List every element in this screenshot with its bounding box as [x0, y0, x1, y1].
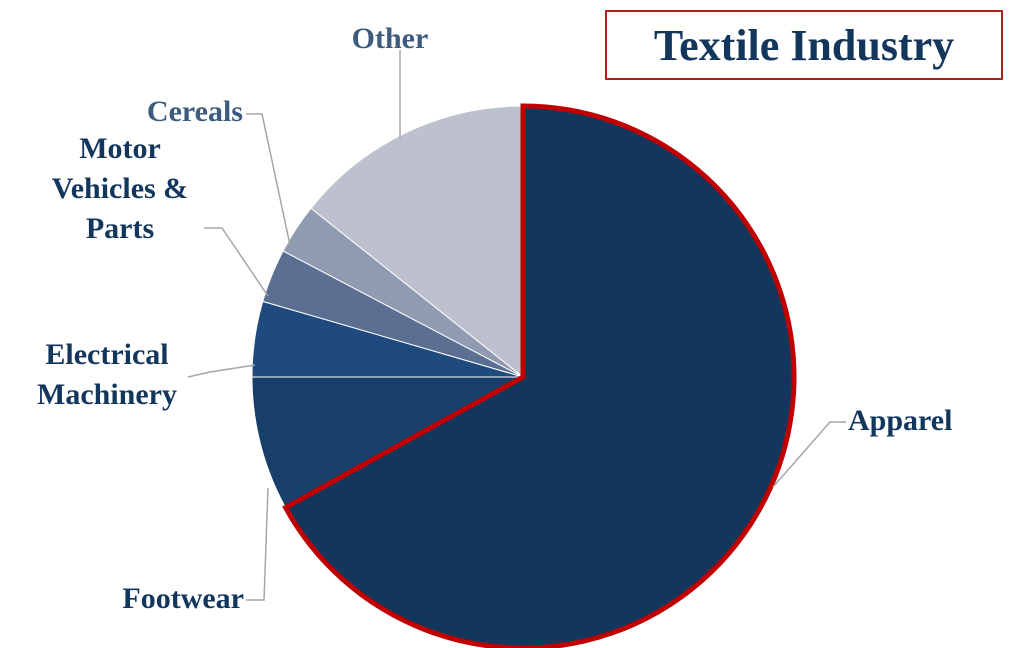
chart-title-box: Textile Industry: [605, 10, 1003, 80]
leader-line-apparel: [772, 421, 846, 488]
leader-line-footwear: [246, 487, 269, 601]
pie-slices: [251, 105, 795, 648]
pie-slice-other: [310, 105, 524, 379]
leader-line-electrical-machinery: [187, 364, 256, 378]
slice-label-motor-vehicles-and-parts: Motor Vehicles & Parts: [52, 132, 188, 245]
slice-labels: Apparel Footwear Electrical Machinery Motor V…: [37, 22, 952, 615]
leader-line-motor-vehicles-and-parts: [204, 227, 269, 297]
slice-label-footwear: Footwear: [122, 582, 244, 615]
chart-title: Textile Industry: [653, 20, 955, 70]
leader-line-cereals: [246, 113, 291, 246]
slice-label-other: Other: [352, 22, 429, 55]
leader-lines: [187, 50, 846, 601]
apparel-highlight-outline: [282, 103, 797, 648]
slice-label-apparel: Apparel: [848, 404, 952, 437]
slice-label-cereals: Cereals: [147, 95, 243, 128]
slice-label-electrical-machinery: Electrical Machinery: [37, 338, 177, 411]
pie-slice-footwear: [251, 376, 524, 509]
